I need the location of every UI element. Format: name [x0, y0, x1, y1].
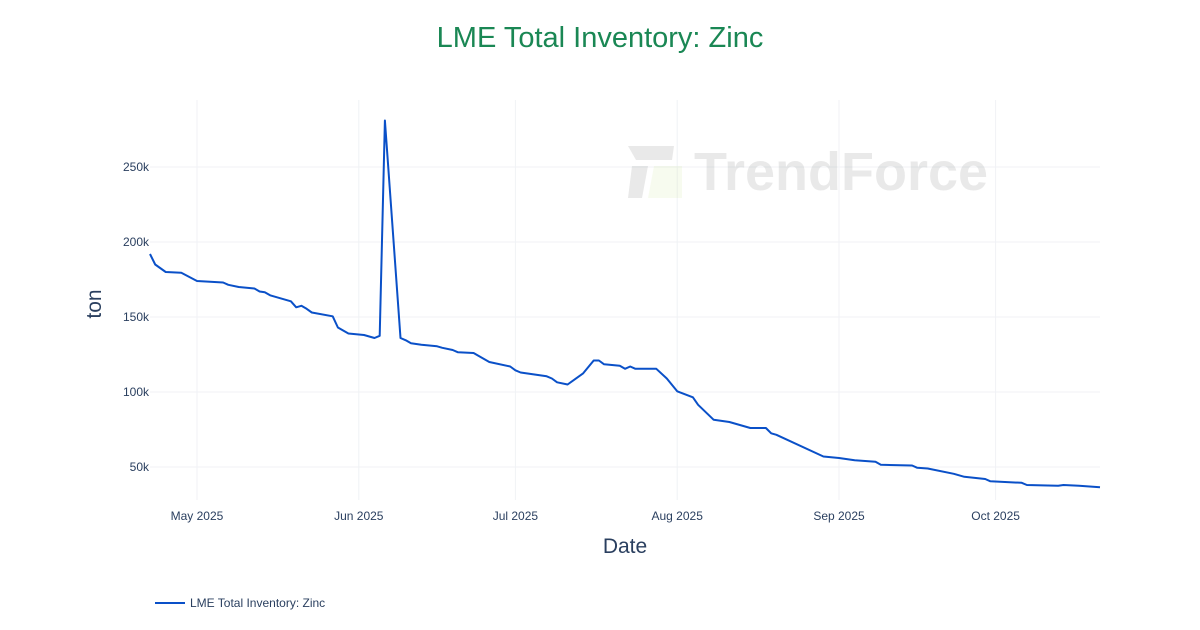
chart-title: LME Total Inventory: Zinc: [436, 22, 764, 54]
trendforce-watermark-logo: TrendForce: [628, 142, 988, 202]
grid-lines: [150, 100, 1100, 500]
svg-text:TrendForce: TrendForce: [694, 142, 988, 202]
legend-line-swatch: [155, 602, 185, 604]
x-tick-label: May 2025: [171, 509, 224, 523]
legend-label: LME Total Inventory: Zinc: [190, 596, 326, 610]
y-tick-label: 250k: [123, 160, 150, 174]
y-tick-label: 150k: [123, 310, 150, 324]
y-tick-label: 100k: [123, 385, 150, 399]
y-axis-title: ton: [83, 289, 106, 318]
x-axis-ticks: May 2025 Jun 2025 Jul 2025 Aug 2025 Sep 2025…: [171, 509, 1021, 523]
y-tick-label: 50k: [130, 460, 150, 474]
y-tick-label: 200k: [123, 235, 150, 249]
x-tick-label: Sep 2025: [813, 509, 865, 523]
series-line-zinc-inventory: [149, 119, 1101, 489]
x-tick-label: Aug 2025: [652, 509, 704, 523]
x-axis-title: Date: [603, 535, 647, 558]
y-axis-ticks: 50k 100k 150k 200k 250k: [123, 160, 150, 474]
legend[interactable]: LME Total Inventory: Zinc: [155, 596, 325, 610]
x-tick-label: Jun 2025: [334, 509, 384, 523]
x-tick-label: Jul 2025: [493, 509, 539, 523]
x-tick-label: Oct 2025: [971, 509, 1020, 523]
